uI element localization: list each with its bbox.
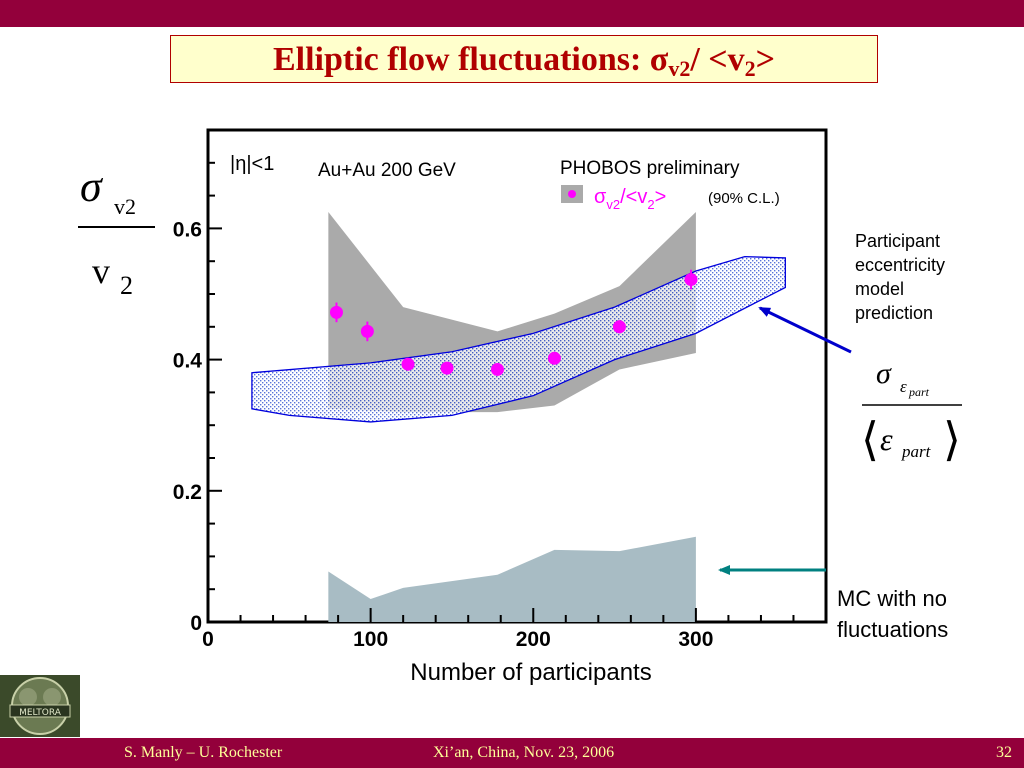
footer-venue: Xi’an, China, Nov. 23, 2006 [433, 744, 615, 761]
eccentricity-note-line: model [855, 279, 905, 299]
top-bar [0, 0, 1024, 27]
meltora-logo: MELTORA [0, 675, 80, 737]
data-point [490, 362, 504, 376]
eta-cut-label: |η|<1 [230, 153, 274, 175]
title-end: > [755, 41, 776, 78]
eccentricity-formula: σ ε part ⟨ ε part ⟩ [861, 357, 962, 465]
formula-sub-small: part [908, 385, 930, 399]
x-tick-label: 0 [202, 628, 214, 651]
flow-chart: 0 100 200 300 0 0.2 0.4 0.6 |η|<1 Au+Au 200 GeV… [78, 128, 962, 686]
formula-close-angle: ⟩ [943, 414, 961, 465]
mc-note-line: fluctuations [837, 617, 949, 642]
footer-author: S. Manly – U. Rochester [124, 744, 283, 761]
experiment-label: PHOBOS preliminary [560, 158, 740, 179]
formula-sigma: σ [876, 357, 892, 390]
legend-point-swatch [568, 190, 576, 198]
x-tick-label: 100 [353, 628, 388, 651]
data-point [329, 305, 343, 319]
title-sub-2: 2 [744, 56, 756, 81]
title-box: Elliptic flow fluctuations: σv2/ <v2> [170, 35, 878, 83]
title-mid: / <v [690, 41, 745, 78]
mc-note-line: MC with no [837, 586, 948, 611]
formula-epsilon: ε [880, 421, 893, 457]
data-point [684, 273, 698, 287]
eccentricity-note: Participant eccentricity model predictio… [855, 229, 945, 325]
legend-cl-label: (90% C.L.) [708, 190, 780, 207]
y-tick-label: 0.4 [173, 350, 203, 373]
logo-text: MELTORA [19, 708, 62, 718]
y-tick-label: 0.2 [173, 481, 202, 504]
y-label-sigma-sub: v2 [114, 194, 136, 219]
y-tick-label: 0 [190, 612, 202, 635]
page-title: Elliptic flow fluctuations: σv2/ <v2> [272, 41, 776, 81]
blue-arrow [758, 306, 852, 354]
data-point [360, 324, 374, 338]
bottom-bar [0, 738, 1024, 768]
x-tick-label: 300 [678, 628, 713, 651]
legend-series-label: σv2/<v2> [594, 186, 666, 212]
eccentricity-note-line: prediction [855, 303, 934, 323]
y-label-v-sub: 2 [120, 271, 133, 300]
eccentricity-note-line: eccentricity [855, 255, 946, 275]
y-label-sigma: σ [80, 162, 104, 211]
formula-open-angle: ⟨ [861, 414, 879, 465]
y-label-v: v [92, 251, 110, 291]
title-main: Elliptic flow fluctuations: σ [272, 41, 669, 78]
footer-page-number: 32 [996, 744, 1012, 761]
title-sub-1: v2 [668, 56, 691, 81]
y-tick-label: 0.6 [173, 218, 202, 241]
y-axis-label: σ v2 v 2 [78, 162, 155, 300]
data-point [401, 357, 415, 371]
eccentricity-note-line: Participant [855, 231, 941, 251]
formula-epsilon-small: ε [900, 377, 907, 396]
data-point [547, 351, 561, 365]
formula-sub: part [901, 442, 932, 461]
system-label: Au+Au 200 GeV [318, 160, 456, 181]
mc-band [328, 536, 696, 622]
data-point [440, 361, 454, 375]
mc-note: MC with no fluctuations [837, 583, 948, 645]
model-band [251, 255, 786, 423]
x-tick-label: 200 [516, 628, 551, 651]
data-point [612, 320, 626, 334]
x-axis-label: Number of participants [410, 659, 651, 686]
legend: σv2/<v2> (90% C.L.) [561, 185, 780, 212]
